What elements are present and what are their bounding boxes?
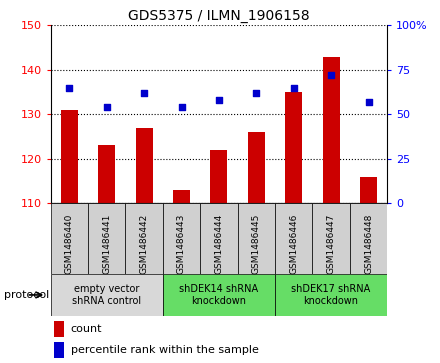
Bar bbox=[136, 128, 153, 203]
Bar bbox=[275, 274, 387, 316]
Text: percentile rank within the sample: percentile rank within the sample bbox=[71, 345, 259, 355]
Bar bbox=[125, 203, 163, 274]
Text: GSM1486441: GSM1486441 bbox=[102, 214, 111, 274]
Point bbox=[141, 90, 148, 96]
Bar bbox=[163, 274, 275, 316]
Bar bbox=[163, 203, 200, 274]
Text: GSM1486442: GSM1486442 bbox=[139, 214, 149, 274]
Bar bbox=[312, 203, 350, 274]
Bar bbox=[238, 203, 275, 274]
Bar bbox=[61, 110, 78, 203]
Point bbox=[178, 104, 185, 110]
Bar bbox=[248, 132, 265, 203]
Text: GSM1486443: GSM1486443 bbox=[177, 214, 186, 274]
Bar bbox=[350, 203, 387, 274]
Bar bbox=[285, 92, 302, 203]
Text: count: count bbox=[71, 324, 102, 334]
Point bbox=[290, 85, 297, 91]
Point bbox=[253, 90, 260, 96]
Bar bbox=[88, 203, 125, 274]
Bar bbox=[51, 203, 88, 274]
Text: shDEK17 shRNA
knockdown: shDEK17 shRNA knockdown bbox=[291, 284, 371, 306]
Bar bbox=[210, 150, 227, 203]
Text: GSM1486447: GSM1486447 bbox=[326, 214, 336, 274]
Bar bbox=[54, 321, 64, 337]
Bar bbox=[323, 57, 340, 203]
Text: GSM1486448: GSM1486448 bbox=[364, 214, 373, 274]
Bar bbox=[200, 203, 238, 274]
Point bbox=[66, 85, 73, 91]
Text: GSM1486446: GSM1486446 bbox=[289, 214, 298, 274]
Text: shDEK14 shRNA
knockdown: shDEK14 shRNA knockdown bbox=[180, 284, 258, 306]
Text: GSM1486440: GSM1486440 bbox=[65, 214, 74, 274]
Bar bbox=[360, 176, 377, 203]
Bar bbox=[173, 190, 190, 203]
Text: GSM1486444: GSM1486444 bbox=[214, 214, 224, 274]
Title: GDS5375 / ILMN_1906158: GDS5375 / ILMN_1906158 bbox=[128, 9, 310, 23]
Point bbox=[365, 99, 372, 105]
Text: protocol: protocol bbox=[4, 290, 50, 300]
Text: empty vector
shRNA control: empty vector shRNA control bbox=[72, 284, 141, 306]
Point bbox=[327, 72, 335, 78]
Bar bbox=[98, 146, 115, 203]
Bar bbox=[54, 342, 64, 358]
Bar bbox=[51, 274, 163, 316]
Text: GSM1486445: GSM1486445 bbox=[252, 214, 261, 274]
Point bbox=[103, 104, 110, 110]
Point bbox=[216, 97, 223, 103]
Bar bbox=[275, 203, 312, 274]
